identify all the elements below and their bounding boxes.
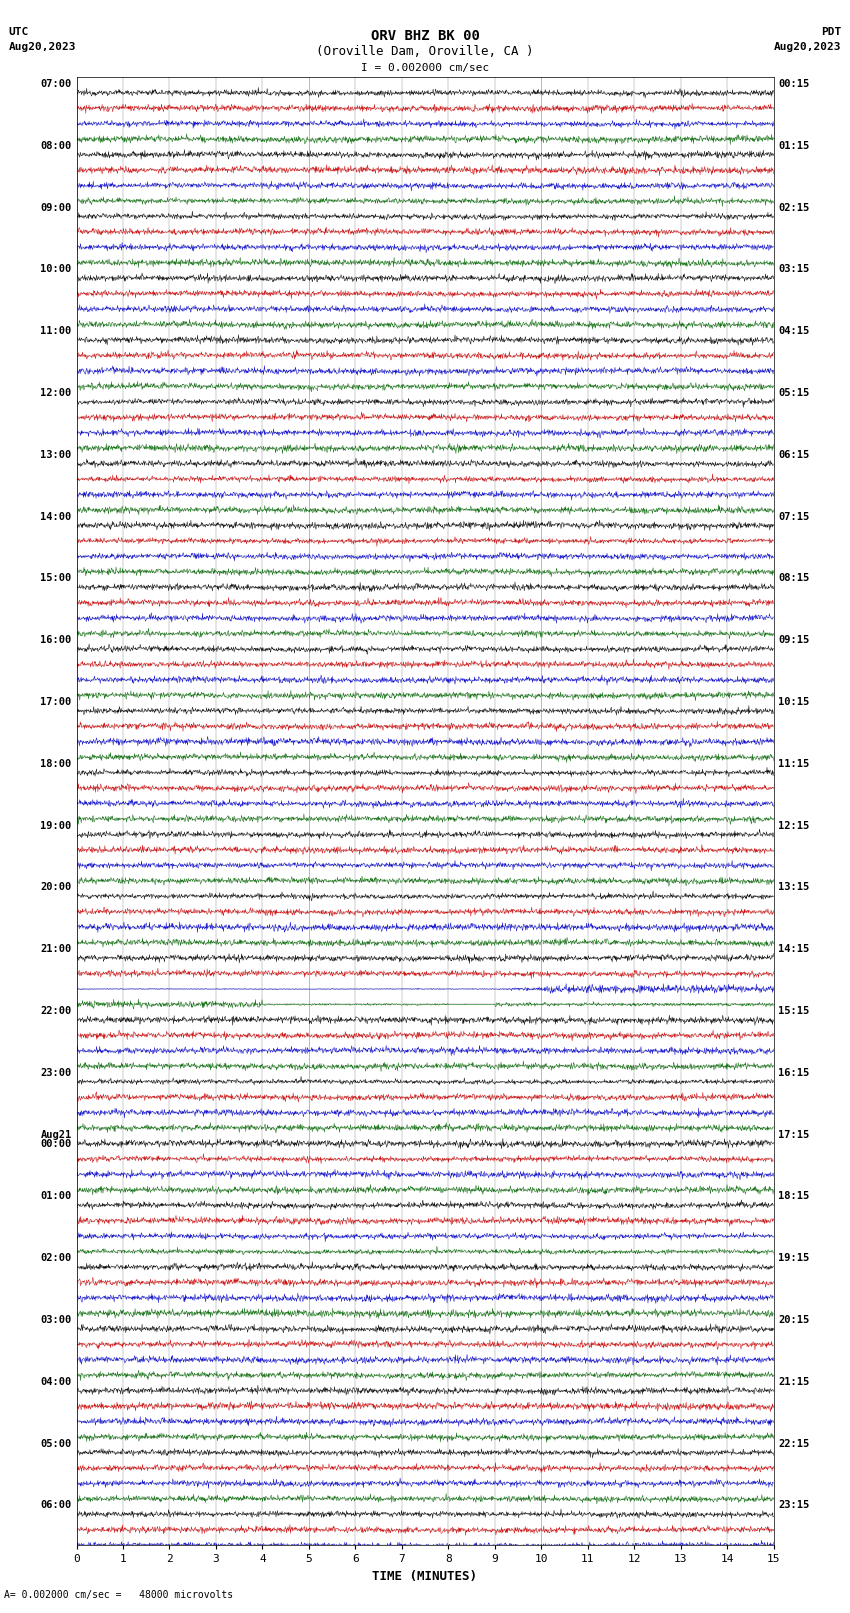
Text: 16:15: 16:15 [779, 1068, 810, 1077]
Text: 18:00: 18:00 [40, 758, 71, 769]
Text: 21:00: 21:00 [40, 944, 71, 955]
Text: 19:00: 19:00 [40, 821, 71, 831]
Text: 18:15: 18:15 [779, 1192, 810, 1202]
Text: Aug20,2023: Aug20,2023 [8, 42, 76, 52]
Text: 03:15: 03:15 [779, 265, 810, 274]
Text: 08:00: 08:00 [40, 140, 71, 150]
Text: 02:00: 02:00 [40, 1253, 71, 1263]
Text: 20:00: 20:00 [40, 882, 71, 892]
Text: 23:00: 23:00 [40, 1068, 71, 1077]
Text: Aug20,2023: Aug20,2023 [774, 42, 842, 52]
Text: 19:15: 19:15 [779, 1253, 810, 1263]
Text: 17:00: 17:00 [40, 697, 71, 706]
Text: 12:00: 12:00 [40, 389, 71, 398]
Text: 21:15: 21:15 [779, 1378, 810, 1387]
Text: 22:00: 22:00 [40, 1007, 71, 1016]
Text: 04:15: 04:15 [779, 326, 810, 336]
Text: ORV BHZ BK 00: ORV BHZ BK 00 [371, 29, 479, 44]
Text: 04:00: 04:00 [40, 1378, 71, 1387]
Text: PDT: PDT [821, 27, 842, 37]
Text: 23:15: 23:15 [779, 1500, 810, 1510]
Text: 09:00: 09:00 [40, 203, 71, 213]
Text: 15:15: 15:15 [779, 1007, 810, 1016]
Text: 17:15: 17:15 [779, 1129, 810, 1140]
Text: 06:15: 06:15 [779, 450, 810, 460]
Text: 20:15: 20:15 [779, 1315, 810, 1324]
Text: A= 0.002000 cm/sec =   48000 microvolts: A= 0.002000 cm/sec = 48000 microvolts [4, 1590, 234, 1600]
Text: 10:15: 10:15 [779, 697, 810, 706]
Text: 10:00: 10:00 [40, 265, 71, 274]
Text: Aug21: Aug21 [40, 1129, 71, 1140]
Text: UTC: UTC [8, 27, 29, 37]
Text: 07:15: 07:15 [779, 511, 810, 521]
Text: 06:00: 06:00 [40, 1500, 71, 1510]
Text: 14:15: 14:15 [779, 944, 810, 955]
Text: 03:00: 03:00 [40, 1315, 71, 1324]
Text: 00:15: 00:15 [779, 79, 810, 89]
Text: 11:00: 11:00 [40, 326, 71, 336]
Text: (Oroville Dam, Oroville, CA ): (Oroville Dam, Oroville, CA ) [316, 45, 534, 58]
Text: 01:00: 01:00 [40, 1192, 71, 1202]
Text: 07:00: 07:00 [40, 79, 71, 89]
Text: 11:15: 11:15 [779, 758, 810, 769]
Text: 22:15: 22:15 [779, 1439, 810, 1448]
X-axis label: TIME (MINUTES): TIME (MINUTES) [372, 1569, 478, 1582]
Text: 13:00: 13:00 [40, 450, 71, 460]
Text: 08:15: 08:15 [779, 573, 810, 584]
Text: I = 0.002000 cm/sec: I = 0.002000 cm/sec [361, 63, 489, 73]
Text: 05:15: 05:15 [779, 389, 810, 398]
Text: 13:15: 13:15 [779, 882, 810, 892]
Text: 02:15: 02:15 [779, 203, 810, 213]
Text: 00:00: 00:00 [40, 1139, 71, 1148]
Text: 14:00: 14:00 [40, 511, 71, 521]
Text: 16:00: 16:00 [40, 636, 71, 645]
Text: 01:15: 01:15 [779, 140, 810, 150]
Text: 12:15: 12:15 [779, 821, 810, 831]
Text: 05:00: 05:00 [40, 1439, 71, 1448]
Text: 09:15: 09:15 [779, 636, 810, 645]
Text: 15:00: 15:00 [40, 573, 71, 584]
